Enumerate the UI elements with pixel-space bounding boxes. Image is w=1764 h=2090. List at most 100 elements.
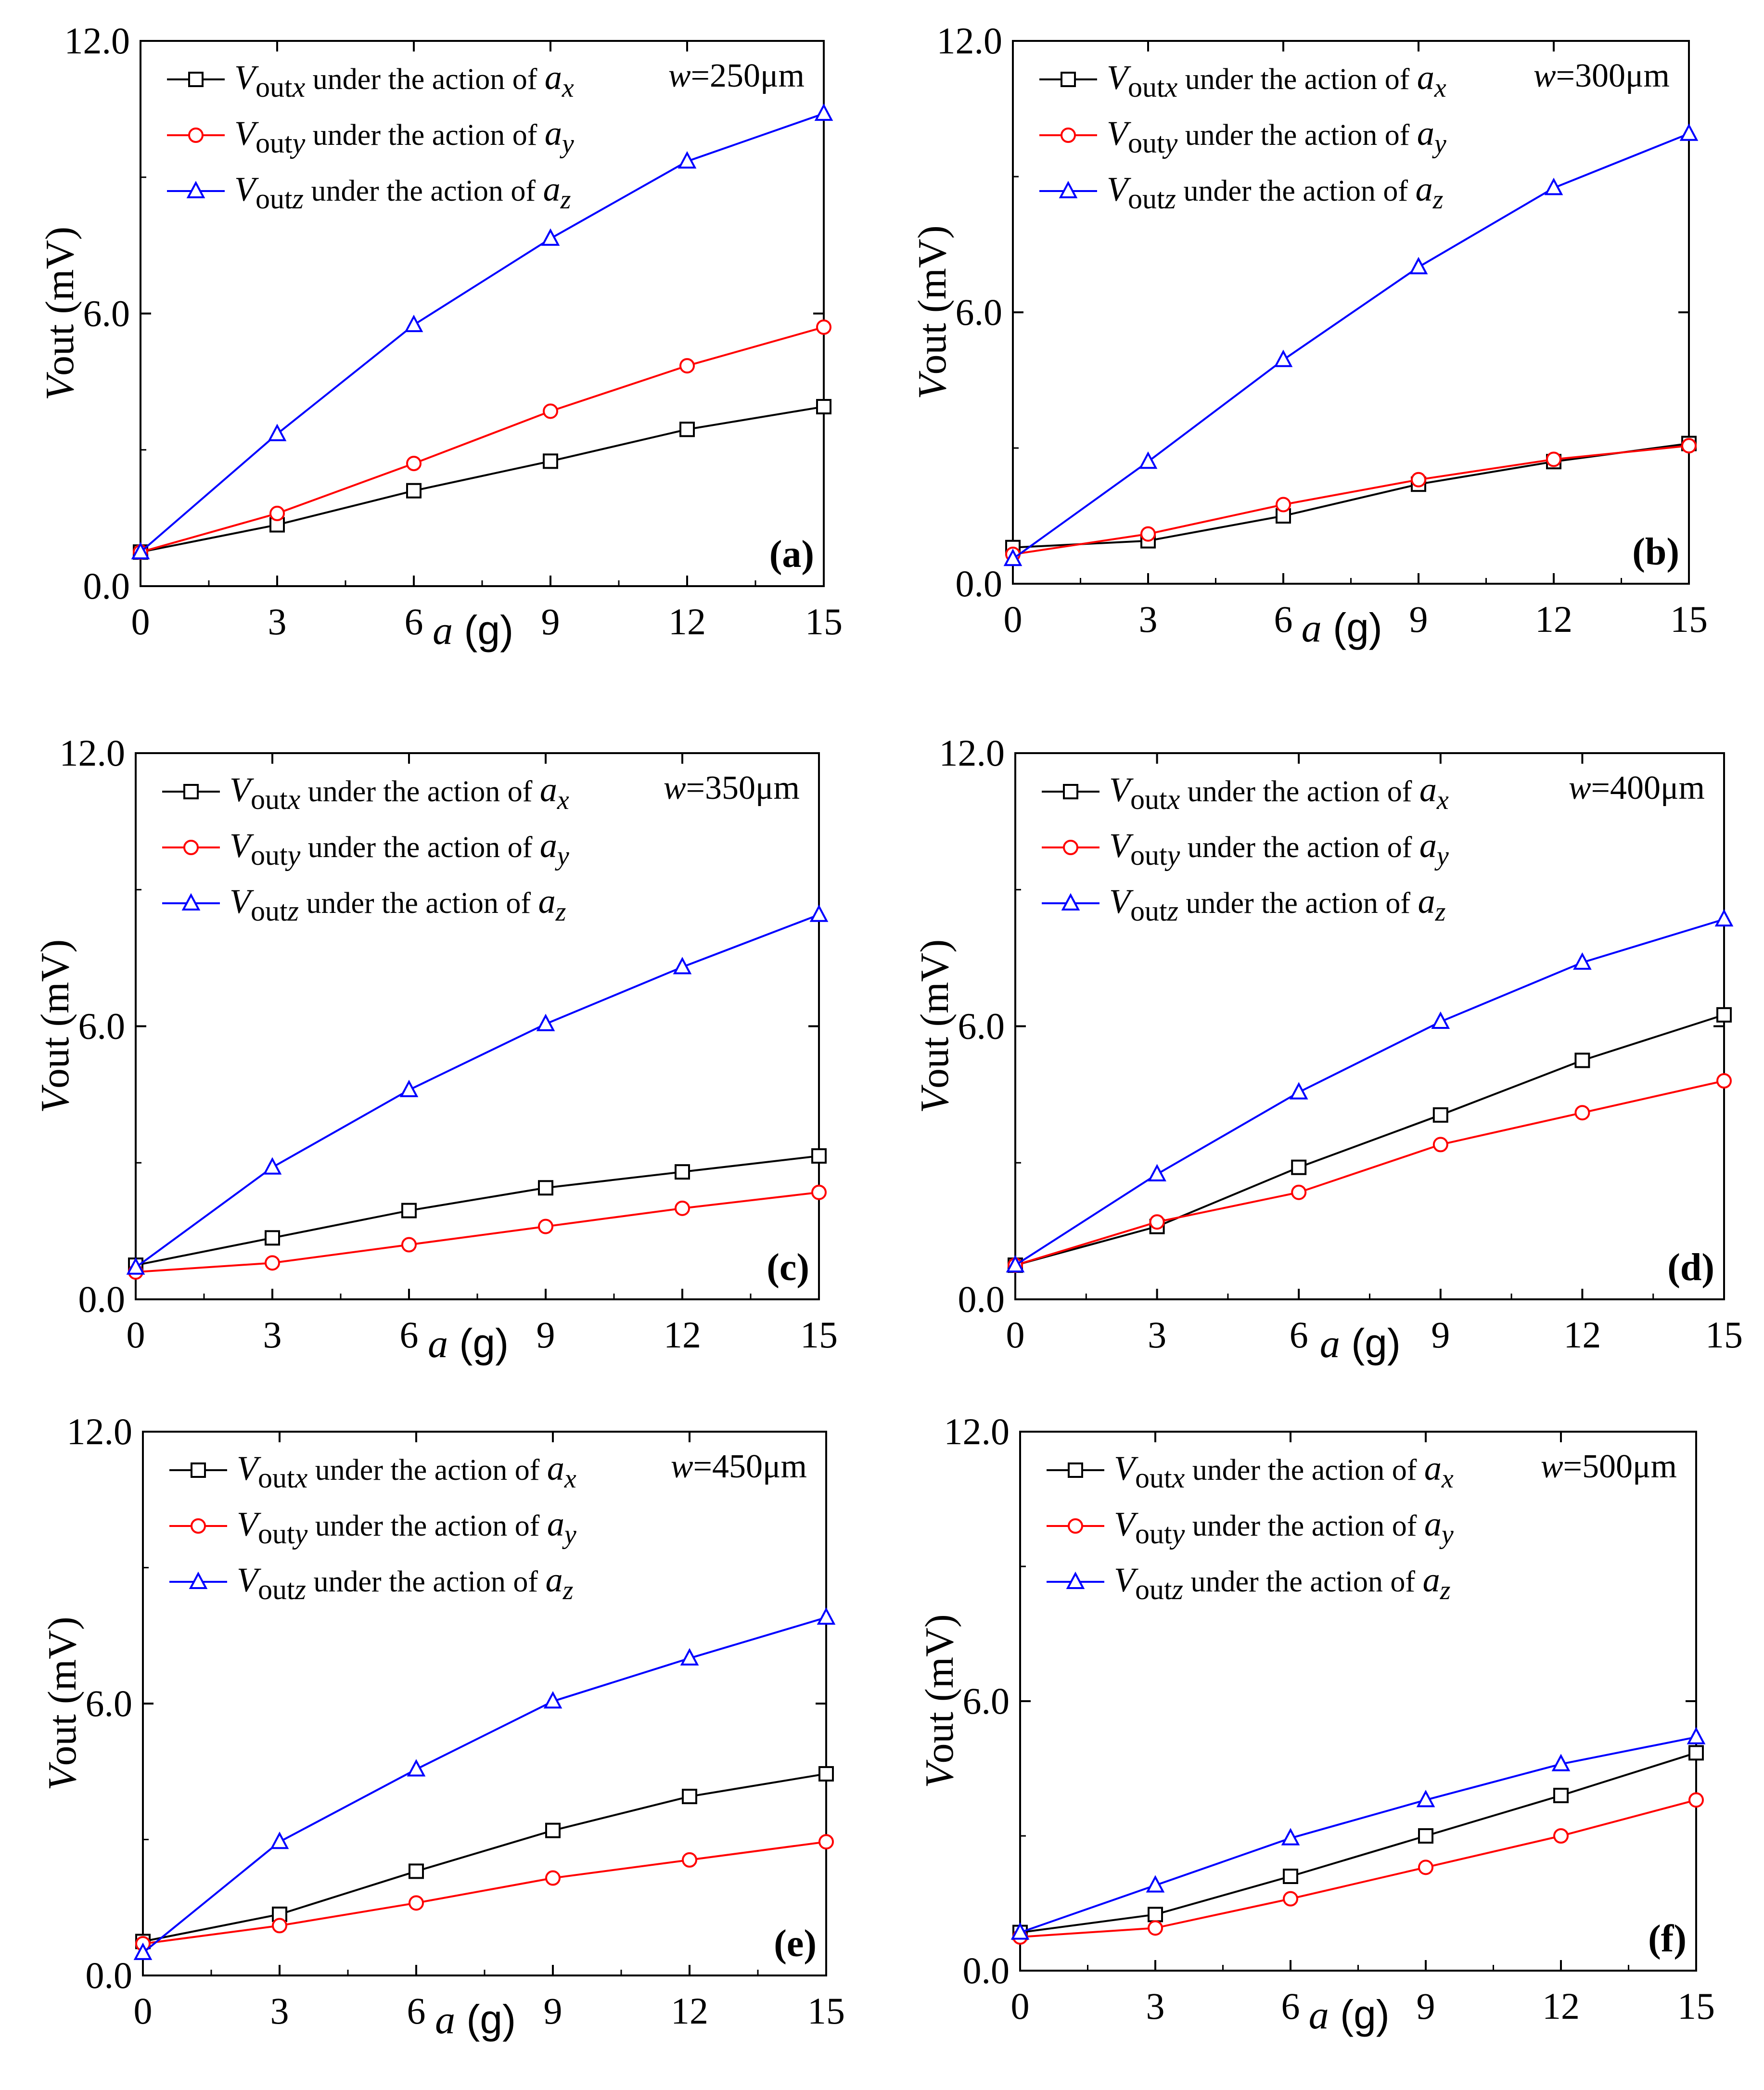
data-point <box>263 1157 282 1175</box>
data-point <box>1687 1727 1706 1744</box>
y-tick-label: 12.0 <box>60 732 126 774</box>
series-line <box>142 1616 827 1954</box>
data-point <box>1714 909 1734 927</box>
data-point <box>1291 1184 1307 1200</box>
data-point <box>1010 1922 1030 1940</box>
legend-marker <box>186 180 205 198</box>
data-point <box>682 1852 697 1868</box>
data-point <box>1148 1907 1163 1923</box>
x-tick-label: 0 <box>127 1314 145 1356</box>
series-z <box>1003 123 1699 566</box>
panel-label: (c) <box>767 1246 809 1289</box>
legend-entry: Voutx under the action of ax <box>1114 1449 1454 1494</box>
legend-entry: Voutz under the action of az <box>234 170 571 215</box>
series-line <box>140 406 824 553</box>
y-axis-label: Vout (mV) <box>912 939 957 1114</box>
y-axis-label: Vout (mV) <box>917 1614 962 1788</box>
data-point <box>1688 1792 1704 1808</box>
x-tick-label: 3 <box>270 1990 289 2032</box>
x-tick-label: 3 <box>1146 1985 1165 2027</box>
data-point <box>679 422 695 437</box>
x-tick-label: 9 <box>537 1314 555 1356</box>
series-line <box>1015 1013 1725 1266</box>
legend-entry: Voutx under the action of ax <box>1107 58 1446 103</box>
panel-label: (e) <box>774 1923 817 1965</box>
data-point <box>538 1180 553 1196</box>
data-point <box>1276 497 1291 513</box>
data-point <box>814 103 833 121</box>
x-tick-label: 6 <box>1290 1314 1308 1356</box>
data-point <box>1551 1754 1571 1771</box>
x-axis-label: a (g) <box>1309 1992 1390 2038</box>
legend-marker <box>189 1571 208 1589</box>
data-point <box>816 399 831 415</box>
x-tick-label: 12 <box>1542 1985 1580 2027</box>
data-point <box>1418 1828 1433 1844</box>
series-z <box>126 904 829 1275</box>
legend-marker <box>1059 180 1078 198</box>
legend-marker <box>183 784 199 799</box>
series-line <box>1014 918 1725 1266</box>
chart-panel-b: 0 3 6 9 12 15 0.0 6.0 12.0 a (g) Vout (mV) Voutx un… <box>910 20 1708 651</box>
data-point <box>680 1648 699 1666</box>
legend-marker <box>1061 893 1080 910</box>
series-line <box>142 1841 827 1945</box>
data-point <box>1138 451 1158 469</box>
data-point <box>545 1822 561 1838</box>
y-tick-label: 12.0 <box>939 732 1005 774</box>
data-point <box>1291 1159 1307 1175</box>
data-point <box>1553 1788 1569 1803</box>
series-line <box>140 326 824 553</box>
data-point <box>401 1203 417 1218</box>
data-point <box>1146 1875 1165 1893</box>
legend-entry: Voutz under the action of az <box>230 882 566 927</box>
x-tick-label: 15 <box>1670 598 1708 640</box>
data-point <box>675 1164 690 1180</box>
series-line <box>1012 442 1689 549</box>
data-point <box>543 453 558 469</box>
width-annotation: w=250μm <box>668 57 805 94</box>
data-point <box>543 403 558 419</box>
data-point <box>1416 1790 1435 1808</box>
data-point <box>677 151 697 169</box>
x-tick-label: 9 <box>1431 1314 1450 1356</box>
data-point <box>536 1013 555 1031</box>
legend-entry: Vouty under the action of ay <box>1107 114 1446 159</box>
series-y <box>1008 1073 1732 1273</box>
data-point <box>126 1257 145 1275</box>
legend-marker <box>191 1462 206 1478</box>
data-point <box>1140 526 1156 542</box>
data-point <box>272 1918 287 1934</box>
series-line <box>1020 1736 1697 1934</box>
legend-entry: Vouty under the action of ay <box>1114 1505 1454 1550</box>
data-point <box>133 1942 153 1960</box>
data-point <box>816 319 831 335</box>
y-axis-label: Vout (mV) <box>38 227 82 401</box>
x-tick-label: 15 <box>1677 1985 1715 2027</box>
data-point <box>675 1200 690 1216</box>
x-tick-label: 0 <box>1006 1314 1025 1356</box>
width-annotation: w=500μm <box>1541 1448 1677 1485</box>
data-point <box>265 1255 280 1271</box>
y-tick-label: 6.0 <box>958 1005 1005 1047</box>
y-axis-label: Vout (mV) <box>910 225 955 399</box>
data-point <box>1688 1745 1704 1761</box>
data-point <box>268 423 287 441</box>
data-point <box>1006 1255 1025 1273</box>
legend-entry: Voutz under the action of az <box>1109 882 1446 927</box>
x-tick-label: 3 <box>268 601 287 642</box>
y-tick-label: 0.0 <box>958 1278 1005 1320</box>
series-x <box>133 399 831 560</box>
x-tick-label: 9 <box>541 601 560 642</box>
series-x <box>128 1148 827 1273</box>
data-point <box>811 1184 827 1200</box>
x-tick-label: 6 <box>405 601 423 642</box>
y-tick-label: 12.0 <box>64 20 130 62</box>
series-y <box>135 1834 834 1952</box>
x-tick-label: 9 <box>1417 1985 1435 2027</box>
x-tick-label: 12 <box>1563 1314 1601 1356</box>
x-axis-label: a (g) <box>1320 1321 1401 1366</box>
legend: Voutx under the action of ax Vouty under … <box>169 1449 576 1605</box>
data-point <box>407 1759 426 1777</box>
series-x <box>1005 436 1697 555</box>
